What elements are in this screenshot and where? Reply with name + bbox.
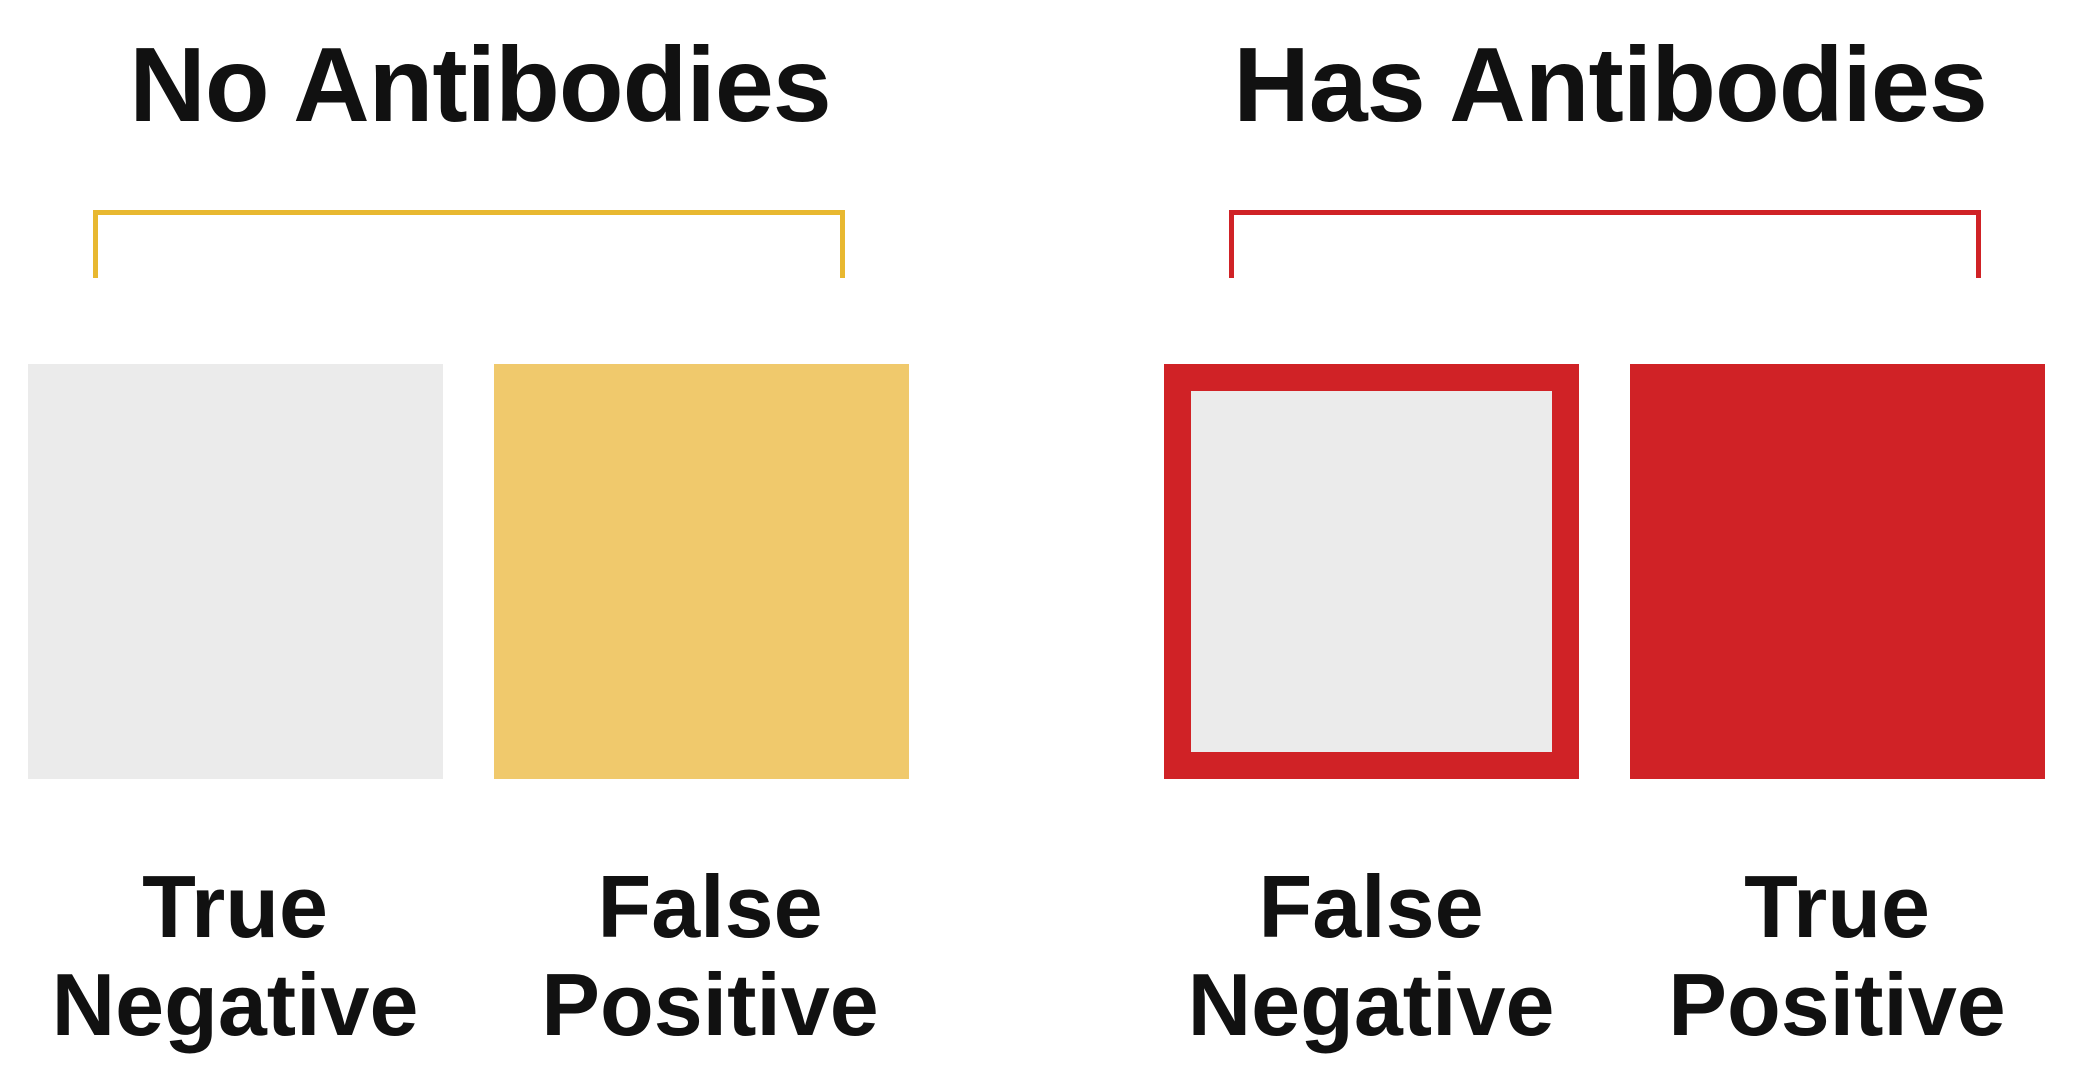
true-positive-swatch [1630,364,2045,779]
has-antibodies-bracket [1229,210,1981,278]
true-positive-label: True Positive [1587,858,2084,1054]
false-negative-label: False Negative [1121,858,1621,1054]
false-negative-label-line2: Negative [1187,955,1555,1054]
false-positive-label-line2: Positive [541,955,879,1054]
true-negative-label-line2: Negative [51,955,419,1054]
true-negative-swatch [28,364,443,779]
true-positive-label-line2: Positive [1668,955,2006,1054]
true-negative-label: True Negative [0,858,485,1054]
false-positive-swatch [494,364,909,779]
false-negative-label-line1: False [1258,857,1484,956]
false-positive-label-line1: False [597,857,823,956]
has-antibodies-title: Has Antibodies [1233,26,1988,144]
true-negative-label-line1: True [142,857,328,956]
no-antibodies-title: No Antibodies [129,26,831,144]
false-positive-label: False Positive [460,858,960,1054]
false-negative-swatch [1164,364,1579,779]
no-antibodies-bracket [93,210,845,278]
true-positive-label-line1: True [1744,857,1930,956]
